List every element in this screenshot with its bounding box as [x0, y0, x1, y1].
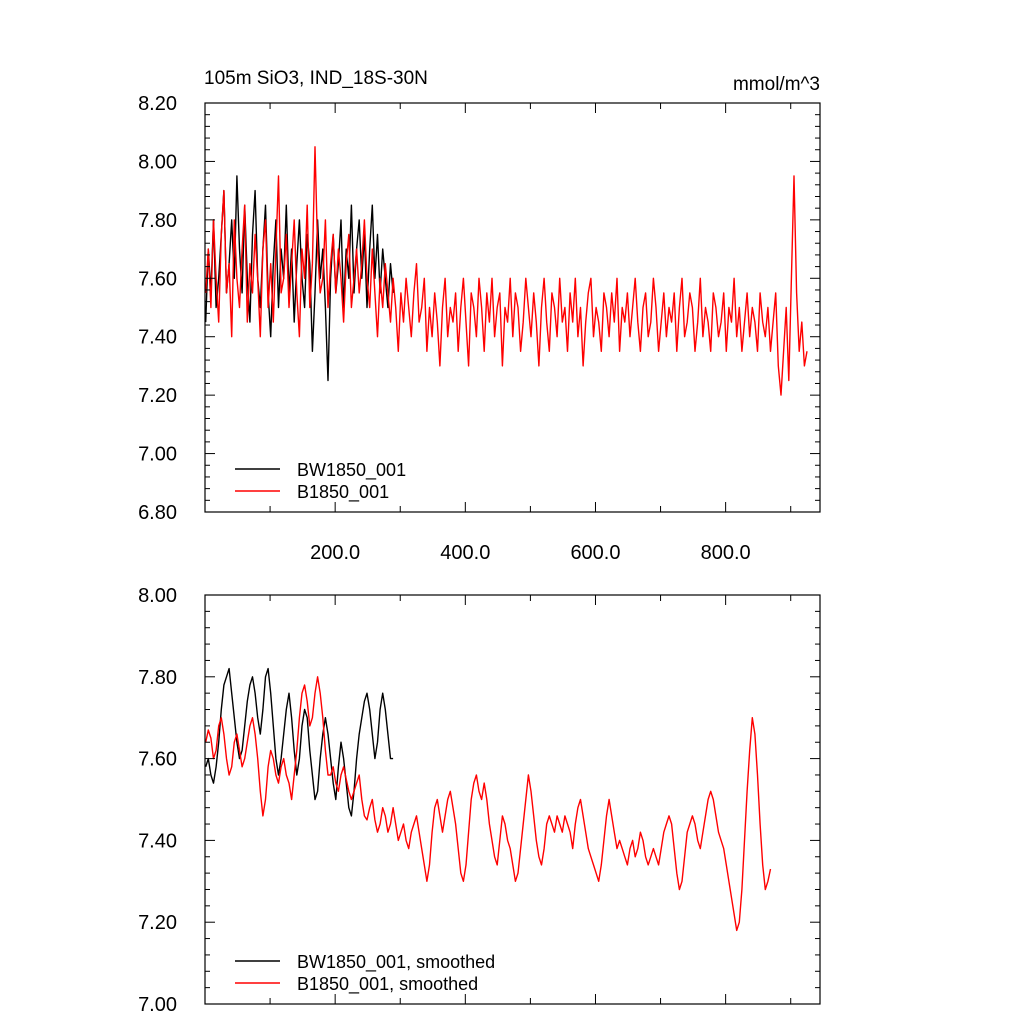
top-xtick-label-0: 200.0	[310, 542, 360, 564]
top-ytick-label-2: 7.20	[138, 385, 177, 407]
top-series-line-1	[205, 146, 808, 396]
bottom-series-group	[205, 667, 772, 932]
top-y-tick-labels: 6.80 7.00 7.20 7.40 7.60 7.80 8.00 8.20	[138, 93, 177, 524]
top-title: 105m SiO3, IND_18S-30N	[204, 68, 428, 89]
bottom-y-tick-labels: 7.00 7.20 7.40 7.60 7.80 8.00	[138, 585, 177, 1016]
top-series-group	[205, 146, 808, 396]
top-ytick-label-0: 6.80	[138, 502, 177, 524]
top-series-line-0	[205, 175, 394, 382]
bottom-axis-ticks	[205, 594, 820, 1005]
top-ytick-label-4: 7.60	[138, 268, 177, 290]
bottom-series-line-1	[205, 676, 772, 932]
top-x-tick-labels: 200.0 400.0 600.0 800.0	[310, 542, 751, 564]
top-ytick-label-6: 8.00	[138, 151, 177, 173]
bottom-ytick-label-2: 7.40	[138, 830, 177, 852]
bottom-ytick-label-1: 7.20	[138, 912, 177, 934]
bottom-ytick-label-3: 7.60	[138, 749, 177, 771]
top-axis-ticks	[205, 102, 820, 513]
top-ytick-label-3: 7.40	[138, 327, 177, 349]
top-xtick-label-1: 400.0	[440, 542, 490, 564]
top-xtick-label-3: 800.0	[701, 542, 751, 564]
legend-label-bw1850-smoothed: BW1850_001, smoothed	[297, 952, 495, 973]
bottom-legend: BW1850_001, smoothed B1850_001, smoothed	[235, 952, 495, 995]
top-ytick-label-1: 7.00	[138, 444, 177, 466]
bottom-panel: 7.00 7.20 7.40 7.60 7.80 8.00 BW1850_001, smo…	[138, 585, 821, 1016]
top-panel: 105m SiO3, IND_18S-30N mmol/m^3 6.80 7.00…	[138, 68, 821, 564]
bottom-series-line-0	[205, 667, 394, 817]
top-plot-frame	[204, 102, 821, 513]
bottom-ytick-label-4: 7.80	[138, 667, 177, 689]
top-xtick-label-2: 600.0	[570, 542, 620, 564]
bottom-plot-frame	[204, 594, 821, 1005]
top-units-label: mmol/m^3	[733, 74, 820, 95]
top-legend: BW1850_001 B1850_001	[235, 460, 406, 503]
top-ytick-label-5: 7.80	[138, 210, 177, 232]
top-ytick-label-7: 8.20	[138, 93, 177, 115]
bottom-ytick-label-0: 7.00	[138, 994, 177, 1016]
legend-label-b1850-smoothed: B1850_001, smoothed	[297, 974, 478, 995]
legend-label-b1850: B1850_001	[297, 482, 389, 503]
legend-label-bw1850: BW1850_001	[297, 460, 406, 481]
bottom-ytick-label-5: 8.00	[138, 585, 177, 607]
